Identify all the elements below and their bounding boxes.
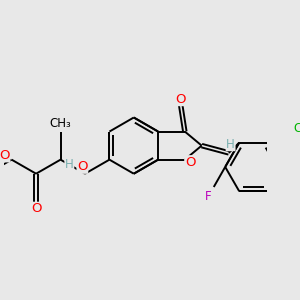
Text: O: O xyxy=(31,202,41,215)
Text: H: H xyxy=(226,138,235,151)
Text: F: F xyxy=(205,190,212,203)
Text: O: O xyxy=(185,156,195,169)
Text: O: O xyxy=(0,149,10,162)
Text: H: H xyxy=(65,158,74,171)
Text: O: O xyxy=(77,160,88,173)
Text: CH₃: CH₃ xyxy=(50,117,71,130)
Text: O: O xyxy=(175,93,186,106)
Text: Cl: Cl xyxy=(293,122,300,135)
